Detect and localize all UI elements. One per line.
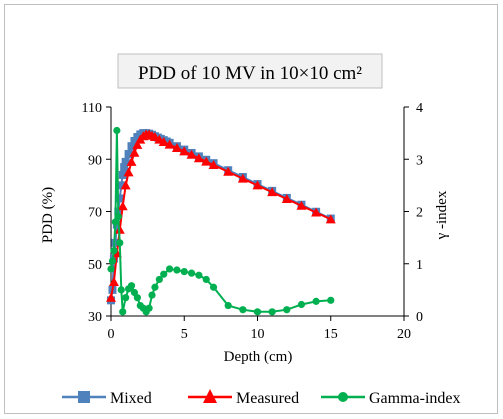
data-point-gamma-index [114,213,122,221]
data-point-gamma-index [113,126,121,135]
data-point-gamma-index [173,266,181,274]
x-tick-label: 15 [324,327,338,342]
data-point-gamma-index [224,301,232,310]
data-point-gamma-index [239,306,247,314]
data-point-gamma-index [110,247,118,255]
data-point-gamma-index [209,283,218,291]
data-point-measured [123,167,134,177]
data-point-measured [129,147,140,157]
series-line-measured [110,133,332,298]
data-point-gamma-index [283,306,291,314]
legend-marker-gamma [338,392,348,402]
data-point-gamma-index [312,297,320,305]
chart-title: PDD of 10 MV in 10×10 cm² [138,63,362,84]
data-point-measured [311,207,322,217]
legend-marker-mixed [78,391,90,403]
data-point-measured [267,187,278,197]
data-point-measured [296,200,307,210]
data-point-gamma-index [253,308,262,316]
data-point-mixed [121,157,130,166]
y2-tick-label: 0 [416,310,423,325]
legend-label-gamma: Gamma-index [369,390,461,407]
data-point-gamma-index [133,294,141,302]
data-point-measured [186,149,197,159]
data-point-gamma-index [127,282,136,290]
data-point-gamma-index [108,257,117,265]
legend-label-mixed: Mixed [110,390,152,407]
y2-tick-label: 1 [416,258,423,273]
y2-tick-label: 3 [416,153,423,168]
data-point-measured [117,201,128,211]
legend: Mixed Measured Gamma-index [62,389,461,407]
data-point-mixed [117,181,126,190]
data-point-measured [208,159,219,169]
data-point-gamma-index [166,265,174,273]
y-tick-label: 50 [88,258,102,273]
x-tick-label: 20 [397,327,411,342]
data-point-gamma-index [130,288,139,297]
data-point-gamma-index [155,275,163,284]
data-point-measured [164,139,175,149]
data-point-measured [223,166,234,176]
data-point-gamma-index [268,308,276,316]
data-point-gamma-index [151,283,159,291]
data-point-measured [158,137,169,147]
data-point-measured [237,173,248,183]
data-point-measured [281,193,292,203]
series-line-mixed [110,132,332,301]
data-point-measured [193,153,204,163]
data-point-gamma-index [122,294,130,302]
data-point-measured [179,146,190,156]
data-point-gamma-index [117,286,125,294]
data-point-mixed [111,238,120,247]
data-point-gamma-index [148,291,156,299]
data-point-measured [171,143,182,153]
x-tick-label: 10 [251,327,265,342]
y2-tick-label: 4 [416,101,423,116]
data-point-gamma-index [111,218,119,226]
y-tick-label: 70 [88,206,102,221]
data-point-gamma-index [187,269,196,277]
x-axis-title: Depth (cm) [224,349,293,365]
data-point-mixed [115,194,124,203]
y-axis-title: PDD (%) [40,187,56,243]
data-point-gamma-index [116,239,124,247]
plot-area [106,126,336,316]
data-point-gamma-index [327,296,335,304]
y-tick-label: 90 [88,153,102,168]
data-point-gamma-index [297,300,306,309]
data-point-gamma-index [195,271,203,279]
tick-group: 0 5 10 15 20 30 50 70 90 110 0 1 2 3 4 [82,101,423,342]
data-point-measured [126,156,137,166]
y2-axis-title: γ -index [434,190,450,240]
data-point-gamma-index [145,304,153,312]
data-point-gamma-index [180,267,188,276]
data-point-gamma-index [202,275,210,284]
data-point-mixed [127,142,136,151]
data-point-measured [325,214,336,224]
data-point-mixed [124,150,133,159]
data-point-gamma-index [107,265,115,273]
x-tick-label: 5 [181,327,188,342]
y-tick-label: 30 [88,310,102,325]
legend-label-measured: Measured [236,390,299,407]
data-point-measured [108,277,119,287]
legend-marker-measured [203,389,217,403]
y-tick-label: 110 [82,101,102,116]
data-point-measured [252,180,263,190]
data-point-measured [120,180,131,190]
x-tick-label: 0 [108,327,115,342]
chart-title-box [117,53,383,89]
data-point-measured [106,292,116,302]
data-point-measured [132,139,143,149]
y2-tick-label: 2 [416,206,423,221]
data-point-mixed [118,170,127,179]
data-point-gamma-index [119,308,127,316]
data-point-gamma-index [160,270,168,278]
data-point-measured [201,156,212,166]
data-point-mixed [120,163,129,172]
series-line-gamma-index [110,130,331,314]
